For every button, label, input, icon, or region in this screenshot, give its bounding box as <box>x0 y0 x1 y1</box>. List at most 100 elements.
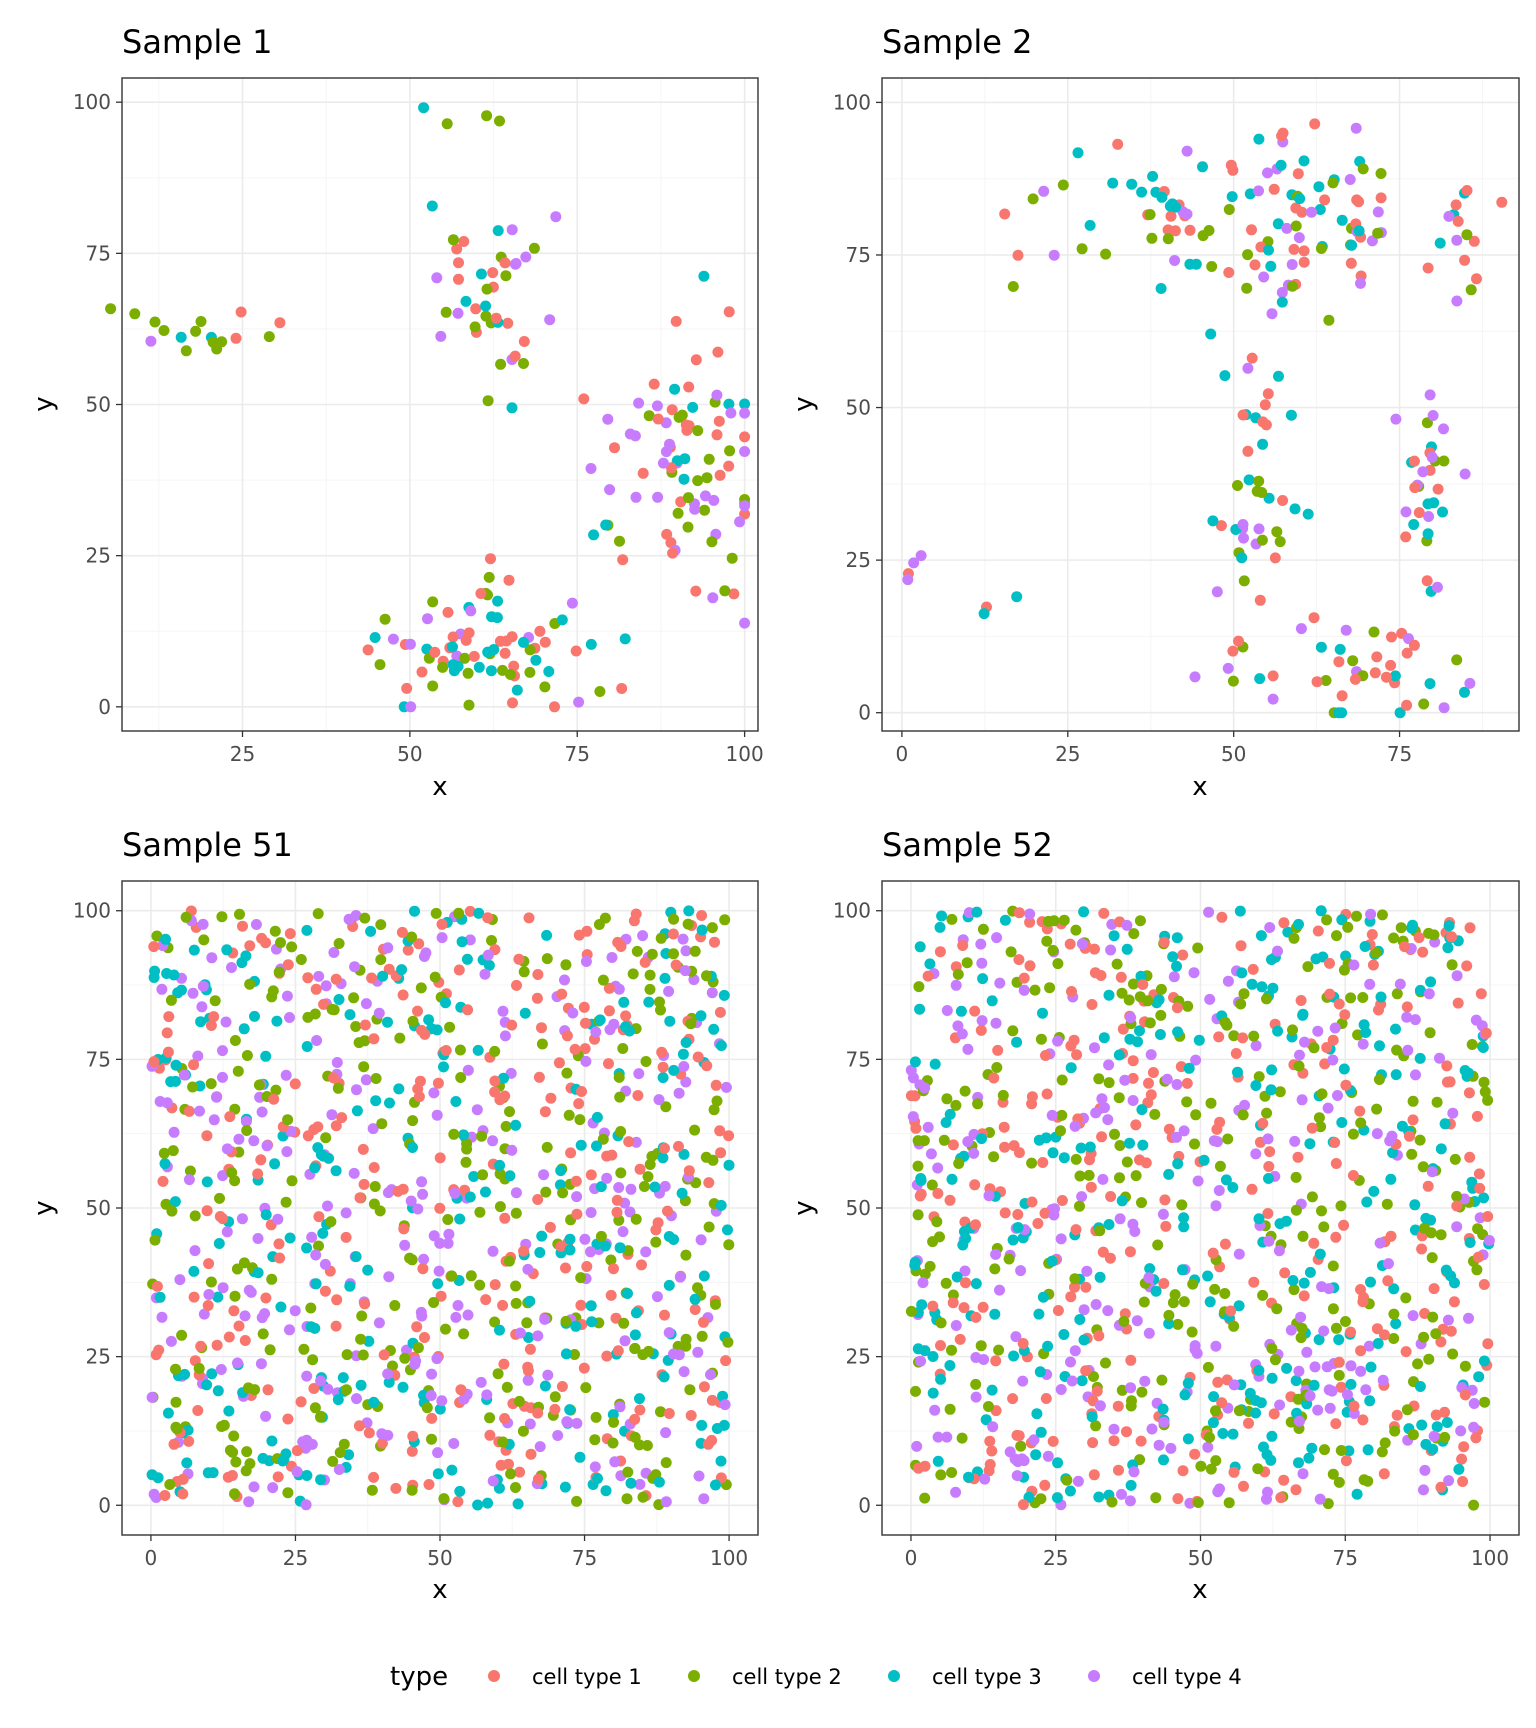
data-point-cell-type-2 <box>959 1085 971 1097</box>
data-point-cell-type-3 <box>1046 1255 1058 1267</box>
data-point-cell-type-3 <box>317 1227 329 1239</box>
data-point-cell-type-2 <box>1111 958 1123 970</box>
data-point-cell-type-2 <box>590 1411 602 1423</box>
data-point-cell-type-1 <box>1448 1296 1460 1308</box>
data-point-cell-type-4 <box>1274 1399 1286 1411</box>
data-point-cell-type-1 <box>905 1090 917 1102</box>
data-point-cell-type-1 <box>1086 999 1098 1010</box>
data-point-cell-type-1 <box>1401 1001 1413 1013</box>
data-point-cell-type-1 <box>984 1435 996 1447</box>
data-point-cell-type-4 <box>1253 523 1265 535</box>
data-point-cell-type-2 <box>1253 1071 1265 1083</box>
data-point-cell-type-2 <box>1070 924 1082 936</box>
data-point-cell-type-3 <box>1255 930 1267 942</box>
data-point-cell-type-4 <box>156 1311 168 1323</box>
data-point-cell-type-4 <box>1046 1109 1058 1121</box>
data-point-cell-type-4 <box>711 389 723 401</box>
data-point-cell-type-2 <box>1134 915 1146 927</box>
data-point-cell-type-4 <box>1094 1400 1106 1412</box>
data-point-cell-type-2 <box>644 1159 656 1170</box>
data-point-cell-type-4 <box>1312 1404 1324 1416</box>
data-point-cell-type-3 <box>1207 1417 1219 1429</box>
data-point-cell-type-4 <box>422 613 433 625</box>
data-point-cell-type-3 <box>592 1473 603 1484</box>
data-point-cell-type-1 <box>1339 1009 1351 1021</box>
data-point-cell-type-3 <box>934 921 946 933</box>
data-point-cell-type-3 <box>1250 1080 1262 1091</box>
data-point-cell-type-2 <box>672 507 684 519</box>
data-point-cell-type-3 <box>1182 1377 1194 1389</box>
data-point-cell-type-3 <box>472 1499 484 1511</box>
data-point-cell-type-3 <box>1172 1026 1184 1038</box>
data-point-cell-type-4 <box>1443 1475 1455 1487</box>
data-point-cell-type-2 <box>910 1385 921 1397</box>
data-point-cell-type-1 <box>1065 1040 1077 1052</box>
data-point-cell-type-1 <box>998 1121 1010 1133</box>
data-point-cell-type-4 <box>1306 206 1317 218</box>
data-point-cell-type-1 <box>282 959 294 971</box>
data-point-cell-type-4 <box>677 933 689 945</box>
data-point-cell-type-4 <box>633 1068 645 1080</box>
data-point-cell-type-2 <box>1286 280 1298 292</box>
data-point-cell-type-3 <box>929 1058 941 1070</box>
data-point-cell-type-4 <box>571 1417 583 1429</box>
data-point-cell-type-3 <box>494 1324 505 1336</box>
data-point-cell-type-4 <box>660 446 672 458</box>
data-point-cell-type-1 <box>523 912 535 924</box>
data-point-cell-type-4 <box>976 1015 988 1027</box>
data-point-cell-type-3 <box>1464 1237 1476 1248</box>
data-point-cell-type-1 <box>1408 455 1420 467</box>
data-point-cell-type-4 <box>994 1284 1005 1296</box>
data-point-cell-type-2 <box>375 954 387 966</box>
data-point-cell-type-1 <box>1158 1278 1170 1289</box>
data-point-cell-type-1 <box>262 1384 274 1396</box>
data-point-cell-type-3 <box>963 1471 974 1483</box>
data-point-cell-type-1 <box>1371 1323 1383 1335</box>
data-point-cell-type-3 <box>1365 1361 1377 1373</box>
data-point-cell-type-4 <box>1426 1166 1438 1178</box>
data-point-cell-type-4 <box>435 330 447 342</box>
data-point-cell-type-2 <box>338 1438 350 1450</box>
data-point-cell-type-1 <box>1401 647 1413 659</box>
data-point-cell-type-3 <box>1177 1264 1188 1276</box>
data-point-cell-type-2 <box>500 1120 512 1132</box>
data-point-cell-type-2 <box>569 1349 580 1360</box>
data-point-cell-type-3 <box>909 1056 921 1068</box>
data-point-cell-type-2 <box>637 1349 649 1361</box>
data-point-cell-type-2 <box>263 331 275 343</box>
data-point-cell-type-2 <box>931 1216 943 1228</box>
data-point-cell-type-2 <box>993 1344 1005 1356</box>
data-point-cell-type-3 <box>1390 1069 1402 1081</box>
data-point-cell-type-3 <box>543 666 555 677</box>
data-point-cell-type-2 <box>1430 1328 1442 1340</box>
data-point-cell-type-4 <box>236 1213 248 1225</box>
data-point-cell-type-3 <box>337 1372 349 1384</box>
data-point-cell-type-3 <box>678 473 690 485</box>
data-point-cell-type-3 <box>556 614 568 626</box>
data-point-cell-type-2 <box>460 1156 472 1168</box>
data-point-cell-type-1 <box>1308 1237 1320 1249</box>
data-point-cell-type-2 <box>1176 1199 1188 1211</box>
data-point-cell-type-4 <box>1365 908 1377 920</box>
data-point-cell-type-2 <box>430 907 442 919</box>
data-point-cell-type-4 <box>990 1248 1002 1260</box>
x-axis-label: x <box>432 1575 447 1605</box>
data-point-cell-type-4 <box>248 1481 260 1493</box>
data-point-cell-type-3 <box>1304 1266 1316 1278</box>
data-point-cell-type-1 <box>1464 922 1476 934</box>
data-point-cell-type-4 <box>1018 984 1030 996</box>
data-point-cell-type-1 <box>148 941 160 953</box>
data-point-cell-type-2 <box>313 1240 324 1252</box>
data-point-cell-type-1 <box>1441 1076 1453 1088</box>
data-point-cell-type-3 <box>317 1150 329 1162</box>
data-point-cell-type-2 <box>646 948 658 960</box>
legend-entry-cell-type-4: cell type 4 <box>1088 1665 1242 1689</box>
data-point-cell-type-4 <box>487 1245 499 1257</box>
data-point-cell-type-4 <box>990 1017 1002 1029</box>
data-point-cell-type-3 <box>614 1242 626 1254</box>
data-point-cell-type-4 <box>1105 944 1117 956</box>
data-point-cell-type-1 <box>518 1245 530 1257</box>
data-point-cell-type-1 <box>1115 971 1127 983</box>
data-point-cell-type-1 <box>1037 1157 1049 1168</box>
data-point-cell-type-4 <box>1213 1185 1225 1196</box>
